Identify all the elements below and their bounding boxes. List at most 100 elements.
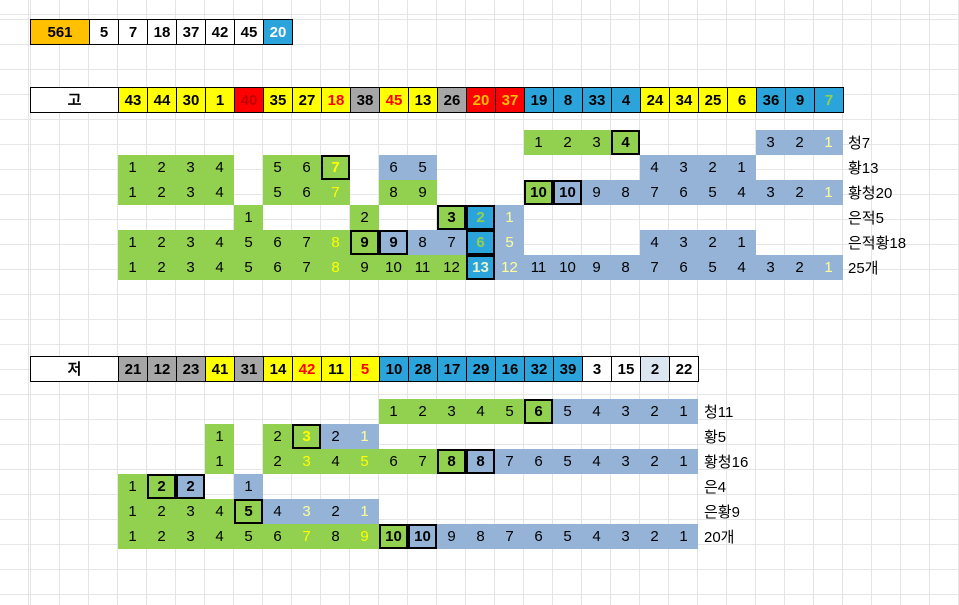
count-cell[interactable]: 2 xyxy=(466,205,495,230)
count-cell[interactable]: 7 xyxy=(292,524,321,549)
count-cell[interactable]: 8 xyxy=(611,180,640,205)
count-cell[interactable]: 1 xyxy=(118,474,147,499)
count-cell[interactable]: 12 xyxy=(437,255,466,280)
count-cell[interactable]: 6 xyxy=(292,180,321,205)
count-cell[interactable]: 4 xyxy=(263,499,292,524)
count-cell[interactable]: 7 xyxy=(408,449,437,474)
header-number-cell[interactable]: 29 xyxy=(466,356,496,382)
count-cell[interactable]: 10 xyxy=(553,255,582,280)
count-cell[interactable]: 7 xyxy=(640,255,669,280)
header-number-cell[interactable]: 11 xyxy=(321,356,351,382)
header-number-cell[interactable]: 9 xyxy=(785,87,815,113)
count-cell[interactable]: 9 xyxy=(350,524,379,549)
count-cell[interactable]: 7 xyxy=(321,180,350,205)
count-cell[interactable]: 2 xyxy=(785,255,814,280)
count-cell[interactable]: 9 xyxy=(437,524,466,549)
count-cell[interactable]: 3 xyxy=(176,524,205,549)
count-cell[interactable]: 3 xyxy=(756,130,785,155)
count-cell[interactable]: 6 xyxy=(524,524,553,549)
count-cell[interactable]: 9 xyxy=(350,230,379,255)
count-cell[interactable]: 4 xyxy=(205,255,234,280)
count-cell[interactable]: 2 xyxy=(785,130,814,155)
count-cell[interactable]: 6 xyxy=(669,180,698,205)
section-header-label-high[interactable]: 고 xyxy=(30,87,119,113)
header-number-cell[interactable]: 27 xyxy=(292,87,322,113)
count-cell[interactable]: 6 xyxy=(669,255,698,280)
count-cell[interactable]: 8 xyxy=(466,449,495,474)
count-cell[interactable]: 3 xyxy=(611,449,640,474)
count-cell[interactable]: 6 xyxy=(263,230,292,255)
count-cell[interactable]: 3 xyxy=(611,399,640,424)
count-cell[interactable]: 5 xyxy=(698,180,727,205)
count-cell[interactable]: 3 xyxy=(292,499,321,524)
count-cell[interactable]: 3 xyxy=(437,399,466,424)
count-cell[interactable]: 8 xyxy=(321,230,350,255)
count-cell[interactable]: 8 xyxy=(611,255,640,280)
count-cell[interactable]: 5 xyxy=(263,155,292,180)
count-cell[interactable]: 3 xyxy=(176,230,205,255)
count-cell[interactable]: 1 xyxy=(669,524,698,549)
count-cell[interactable]: 2 xyxy=(147,180,176,205)
count-cell[interactable]: 2 xyxy=(785,180,814,205)
count-cell[interactable]: 1 xyxy=(234,205,263,230)
count-cell[interactable]: 3 xyxy=(176,255,205,280)
count-cell[interactable]: 1 xyxy=(495,205,524,230)
count-cell[interactable]: 2 xyxy=(176,474,205,499)
count-cell[interactable]: 1 xyxy=(814,130,843,155)
count-cell[interactable]: 5 xyxy=(553,399,582,424)
header-number-cell[interactable]: 14 xyxy=(263,356,293,382)
count-cell[interactable]: 3 xyxy=(611,524,640,549)
count-cell[interactable]: 3 xyxy=(176,180,205,205)
count-cell[interactable]: 9 xyxy=(582,255,611,280)
header-number-cell[interactable]: 4 xyxy=(611,87,641,113)
count-cell[interactable]: 1 xyxy=(118,499,147,524)
count-cell[interactable]: 5 xyxy=(234,524,263,549)
count-cell[interactable]: 5 xyxy=(553,524,582,549)
header-number-cell[interactable]: 8 xyxy=(553,87,583,113)
count-cell[interactable]: 5 xyxy=(495,230,524,255)
top-strip-number-cell[interactable]: 42 xyxy=(205,19,235,45)
count-cell[interactable]: 2 xyxy=(147,474,176,499)
header-number-cell[interactable]: 3 xyxy=(582,356,612,382)
header-number-cell[interactable]: 34 xyxy=(669,87,699,113)
count-cell[interactable]: 4 xyxy=(582,524,611,549)
count-cell[interactable]: 10 xyxy=(379,255,408,280)
count-cell[interactable]: 2 xyxy=(640,524,669,549)
header-number-cell[interactable]: 17 xyxy=(437,356,467,382)
header-number-cell[interactable]: 10 xyxy=(379,356,409,382)
count-cell[interactable]: 1 xyxy=(118,255,147,280)
count-cell[interactable]: 4 xyxy=(205,230,234,255)
header-number-cell[interactable]: 32 xyxy=(524,356,554,382)
count-cell[interactable]: 11 xyxy=(524,255,553,280)
count-cell[interactable]: 4 xyxy=(205,524,234,549)
count-cell[interactable]: 2 xyxy=(263,449,292,474)
header-number-cell[interactable]: 26 xyxy=(437,87,467,113)
count-cell[interactable]: 2 xyxy=(147,524,176,549)
count-cell[interactable]: 2 xyxy=(321,499,350,524)
count-cell[interactable]: 4 xyxy=(640,155,669,180)
count-cell[interactable]: 3 xyxy=(292,424,321,449)
count-cell[interactable]: 4 xyxy=(582,449,611,474)
top-strip-number-cell[interactable]: 37 xyxy=(176,19,206,45)
count-cell[interactable]: 1 xyxy=(727,230,756,255)
count-cell[interactable]: 4 xyxy=(321,449,350,474)
count-cell[interactable]: 13 xyxy=(466,255,495,280)
count-cell[interactable]: 1 xyxy=(669,399,698,424)
header-number-cell[interactable]: 38 xyxy=(350,87,380,113)
header-number-cell[interactable]: 35 xyxy=(263,87,293,113)
header-number-cell[interactable]: 44 xyxy=(147,87,177,113)
count-cell[interactable]: 1 xyxy=(205,424,234,449)
count-cell[interactable]: 5 xyxy=(234,255,263,280)
count-cell[interactable]: 6 xyxy=(263,524,292,549)
top-strip-number-cell[interactable]: 7 xyxy=(118,19,148,45)
count-cell[interactable]: 4 xyxy=(582,399,611,424)
count-cell[interactable]: 4 xyxy=(205,180,234,205)
count-cell[interactable]: 11 xyxy=(408,255,437,280)
count-cell[interactable]: 5 xyxy=(263,180,292,205)
count-cell[interactable]: 2 xyxy=(698,230,727,255)
header-number-cell[interactable]: 33 xyxy=(582,87,612,113)
header-number-cell[interactable]: 42 xyxy=(292,356,322,382)
count-cell[interactable]: 2 xyxy=(147,230,176,255)
count-cell[interactable]: 9 xyxy=(408,180,437,205)
header-number-cell[interactable]: 7 xyxy=(814,87,844,113)
